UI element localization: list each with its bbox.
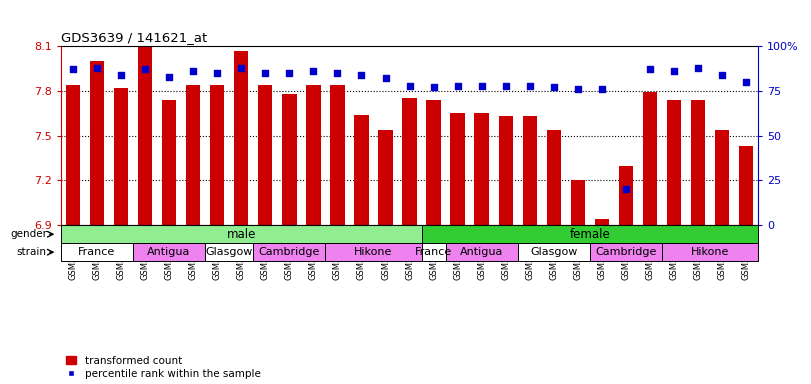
Bar xyxy=(517,243,590,261)
Bar xyxy=(138,46,152,225)
Bar xyxy=(133,243,205,261)
Bar xyxy=(619,166,633,225)
Point xyxy=(403,83,416,89)
Bar xyxy=(258,85,272,225)
Bar xyxy=(422,225,758,243)
Point xyxy=(547,84,560,90)
Point xyxy=(379,75,392,81)
Point xyxy=(644,66,657,73)
Bar xyxy=(590,243,662,261)
Bar xyxy=(162,100,176,225)
Bar xyxy=(667,100,681,225)
Bar xyxy=(253,243,325,261)
Point xyxy=(620,186,633,192)
Text: France: France xyxy=(79,247,115,257)
Bar xyxy=(450,113,465,225)
Point xyxy=(667,68,680,74)
Text: France: France xyxy=(415,247,453,257)
Text: Glasgow: Glasgow xyxy=(530,247,577,257)
Bar xyxy=(282,94,297,225)
Bar xyxy=(325,243,422,261)
Point xyxy=(475,83,488,89)
Bar xyxy=(90,61,104,225)
Text: strain: strain xyxy=(17,247,47,257)
Text: GDS3639 / 141621_at: GDS3639 / 141621_at xyxy=(61,31,207,44)
Text: Antigua: Antigua xyxy=(148,247,191,257)
Text: male: male xyxy=(226,228,256,241)
Point xyxy=(740,79,753,85)
Bar xyxy=(306,85,320,225)
Point xyxy=(331,70,344,76)
Point xyxy=(259,70,272,76)
Bar xyxy=(691,100,706,225)
Text: Antigua: Antigua xyxy=(460,247,504,257)
Point xyxy=(283,70,296,76)
Point xyxy=(139,66,152,73)
Bar xyxy=(114,88,128,225)
Bar xyxy=(499,116,513,225)
Text: Hikone: Hikone xyxy=(691,247,729,257)
Text: Hikone: Hikone xyxy=(354,247,393,257)
Point xyxy=(114,72,127,78)
Bar xyxy=(643,93,657,225)
Bar xyxy=(205,243,253,261)
Text: female: female xyxy=(569,228,611,241)
Bar xyxy=(739,146,753,225)
Text: Cambridge: Cambridge xyxy=(259,247,320,257)
Bar xyxy=(474,113,489,225)
Point xyxy=(355,72,368,78)
Point xyxy=(692,65,705,71)
Point xyxy=(595,86,608,92)
Point xyxy=(427,84,440,90)
Text: Cambridge: Cambridge xyxy=(595,247,657,257)
Bar xyxy=(522,116,537,225)
Point xyxy=(211,70,224,76)
Point xyxy=(307,68,320,74)
Bar xyxy=(61,243,133,261)
Bar xyxy=(378,130,393,225)
Bar xyxy=(662,243,758,261)
Point xyxy=(523,83,536,89)
Bar xyxy=(66,85,80,225)
Point xyxy=(716,72,729,78)
Point xyxy=(572,86,585,92)
Bar xyxy=(594,219,609,225)
Bar xyxy=(354,115,369,225)
Point xyxy=(500,83,513,89)
Bar xyxy=(547,130,561,225)
Bar xyxy=(422,243,445,261)
Point xyxy=(67,66,79,73)
Bar xyxy=(330,85,345,225)
Bar xyxy=(715,130,729,225)
Text: Glasgow: Glasgow xyxy=(205,247,253,257)
Point xyxy=(90,65,103,71)
Point xyxy=(187,68,200,74)
Text: gender: gender xyxy=(10,229,47,239)
Bar xyxy=(427,100,441,225)
Bar xyxy=(402,98,417,225)
Bar xyxy=(234,51,248,225)
Bar xyxy=(186,85,200,225)
Bar xyxy=(61,225,422,243)
Bar xyxy=(445,243,517,261)
Point xyxy=(234,65,247,71)
Point xyxy=(451,83,464,89)
Legend: transformed count, percentile rank within the sample: transformed count, percentile rank withi… xyxy=(66,356,260,379)
Point xyxy=(162,73,175,79)
Bar xyxy=(571,180,585,225)
Bar xyxy=(210,85,225,225)
